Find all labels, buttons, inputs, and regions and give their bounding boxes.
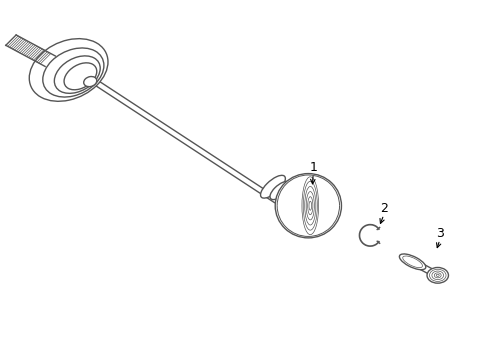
Text: 2: 2: [380, 202, 388, 215]
Ellipse shape: [286, 191, 298, 202]
Ellipse shape: [43, 48, 104, 97]
Ellipse shape: [399, 254, 426, 270]
Ellipse shape: [261, 175, 285, 198]
Ellipse shape: [278, 186, 294, 201]
Ellipse shape: [64, 63, 97, 90]
Ellipse shape: [54, 56, 100, 93]
Ellipse shape: [427, 267, 448, 283]
Text: 1: 1: [309, 161, 317, 174]
Ellipse shape: [84, 77, 97, 87]
Ellipse shape: [270, 181, 290, 199]
Ellipse shape: [275, 174, 342, 238]
Ellipse shape: [29, 39, 108, 101]
Text: 3: 3: [436, 227, 444, 240]
Ellipse shape: [403, 256, 422, 267]
